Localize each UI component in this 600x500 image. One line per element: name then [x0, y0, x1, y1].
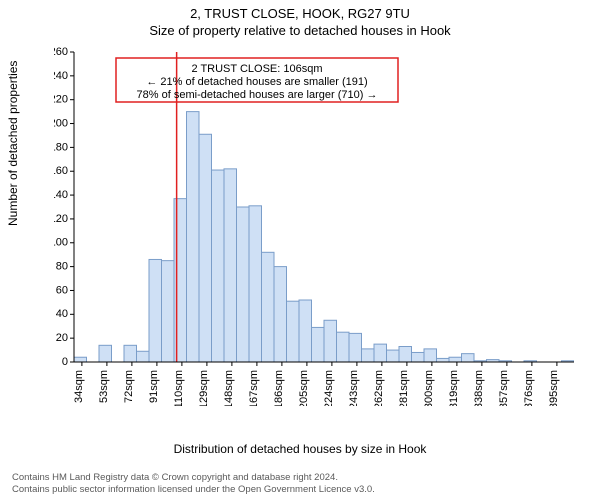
- y-tick-label: 240: [54, 70, 68, 82]
- histogram-bar: [324, 320, 337, 362]
- x-tick-label: 110sqm: [173, 370, 185, 406]
- y-tick-label: 20: [56, 332, 68, 344]
- x-tick-label: 414sqm: [573, 370, 574, 406]
- y-tick-label: 80: [56, 261, 68, 273]
- y-tick-label: 200: [54, 117, 68, 129]
- histogram-bar: [299, 300, 312, 362]
- x-tick-label: 72sqm: [123, 370, 135, 403]
- x-tick-label: 167sqm: [248, 370, 260, 406]
- x-tick-label: 53sqm: [98, 370, 110, 403]
- histogram-bar: [249, 206, 262, 362]
- x-tick-label: 357sqm: [498, 370, 510, 406]
- histogram-bar: [437, 358, 450, 362]
- histogram-bar: [399, 347, 412, 363]
- histogram-bar: [187, 112, 200, 362]
- x-axis-label: Distribution of detached houses by size …: [0, 442, 600, 456]
- annotation-line: 78% of semi-detached houses are larger (…: [137, 89, 378, 101]
- x-tick-label: 262sqm: [373, 370, 385, 406]
- x-tick-label: 148sqm: [223, 370, 235, 406]
- histogram-bar: [262, 252, 275, 362]
- x-tick-label: 376sqm: [523, 370, 535, 406]
- y-tick-label: 260: [54, 46, 68, 58]
- x-tick-label: 91sqm: [148, 370, 160, 403]
- histogram-bar: [312, 327, 325, 362]
- y-tick-label: 220: [54, 94, 68, 106]
- x-tick-label: 186sqm: [273, 370, 285, 406]
- y-tick-label: 140: [54, 189, 68, 201]
- histogram-bar: [162, 261, 175, 362]
- histogram-bar: [462, 354, 475, 362]
- y-tick-label: 180: [54, 141, 68, 153]
- x-tick-label: 395sqm: [548, 370, 560, 406]
- x-tick-label: 319sqm: [448, 370, 460, 406]
- attribution-footer: Contains HM Land Registry data © Crown c…: [12, 472, 375, 496]
- histogram-bar: [412, 352, 425, 362]
- chart-title: 2, TRUST CLOSE, HOOK, RG27 9TU: [0, 0, 600, 21]
- histogram-bar: [349, 333, 362, 362]
- x-tick-label: 34sqm: [73, 370, 85, 403]
- histogram-bar: [224, 169, 237, 362]
- y-tick-label: 120: [54, 213, 68, 225]
- x-tick-label: 300sqm: [423, 370, 435, 406]
- histogram-bar: [199, 134, 212, 362]
- histogram-bar: [362, 349, 375, 362]
- histogram-bar: [449, 357, 462, 362]
- y-tick-label: 60: [56, 284, 68, 296]
- histogram-bar: [424, 349, 437, 362]
- histogram-bar: [149, 259, 162, 362]
- annotation-line: ← 21% of detached houses are smaller (19…: [146, 76, 367, 88]
- y-tick-label: 40: [56, 308, 68, 320]
- histogram-chart: 2 TRUST CLOSE: 106sqm← 21% of detached h…: [54, 46, 574, 406]
- x-tick-label: 205sqm: [298, 370, 310, 406]
- footer-line-1: Contains HM Land Registry data © Crown c…: [12, 472, 375, 484]
- x-tick-label: 281sqm: [398, 370, 410, 406]
- histogram-bar: [137, 351, 150, 362]
- y-tick-label: 160: [54, 165, 68, 177]
- x-tick-label: 129sqm: [198, 370, 210, 406]
- x-tick-label: 243sqm: [348, 370, 360, 406]
- histogram-bar: [237, 207, 250, 362]
- y-axis-label: Number of detached properties: [6, 61, 20, 226]
- histogram-bar: [374, 344, 387, 362]
- histogram-bar: [124, 345, 137, 362]
- y-tick-label: 0: [62, 356, 68, 368]
- histogram-bar: [337, 332, 350, 362]
- histogram-bar: [212, 170, 225, 362]
- histogram-bar: [387, 350, 400, 362]
- histogram-bar: [174, 199, 187, 362]
- annotation-line: 2 TRUST CLOSE: 106sqm: [191, 63, 322, 75]
- chart-subtitle: Size of property relative to detached ho…: [0, 21, 600, 38]
- histogram-bar: [274, 267, 287, 362]
- histogram-bar: [74, 357, 87, 362]
- y-tick-label: 100: [54, 237, 68, 249]
- footer-line-2: Contains public sector information licen…: [12, 484, 375, 496]
- x-tick-label: 224sqm: [323, 370, 335, 406]
- histogram-bar: [287, 301, 300, 362]
- histogram-bar: [99, 345, 112, 362]
- x-tick-label: 338sqm: [473, 370, 485, 406]
